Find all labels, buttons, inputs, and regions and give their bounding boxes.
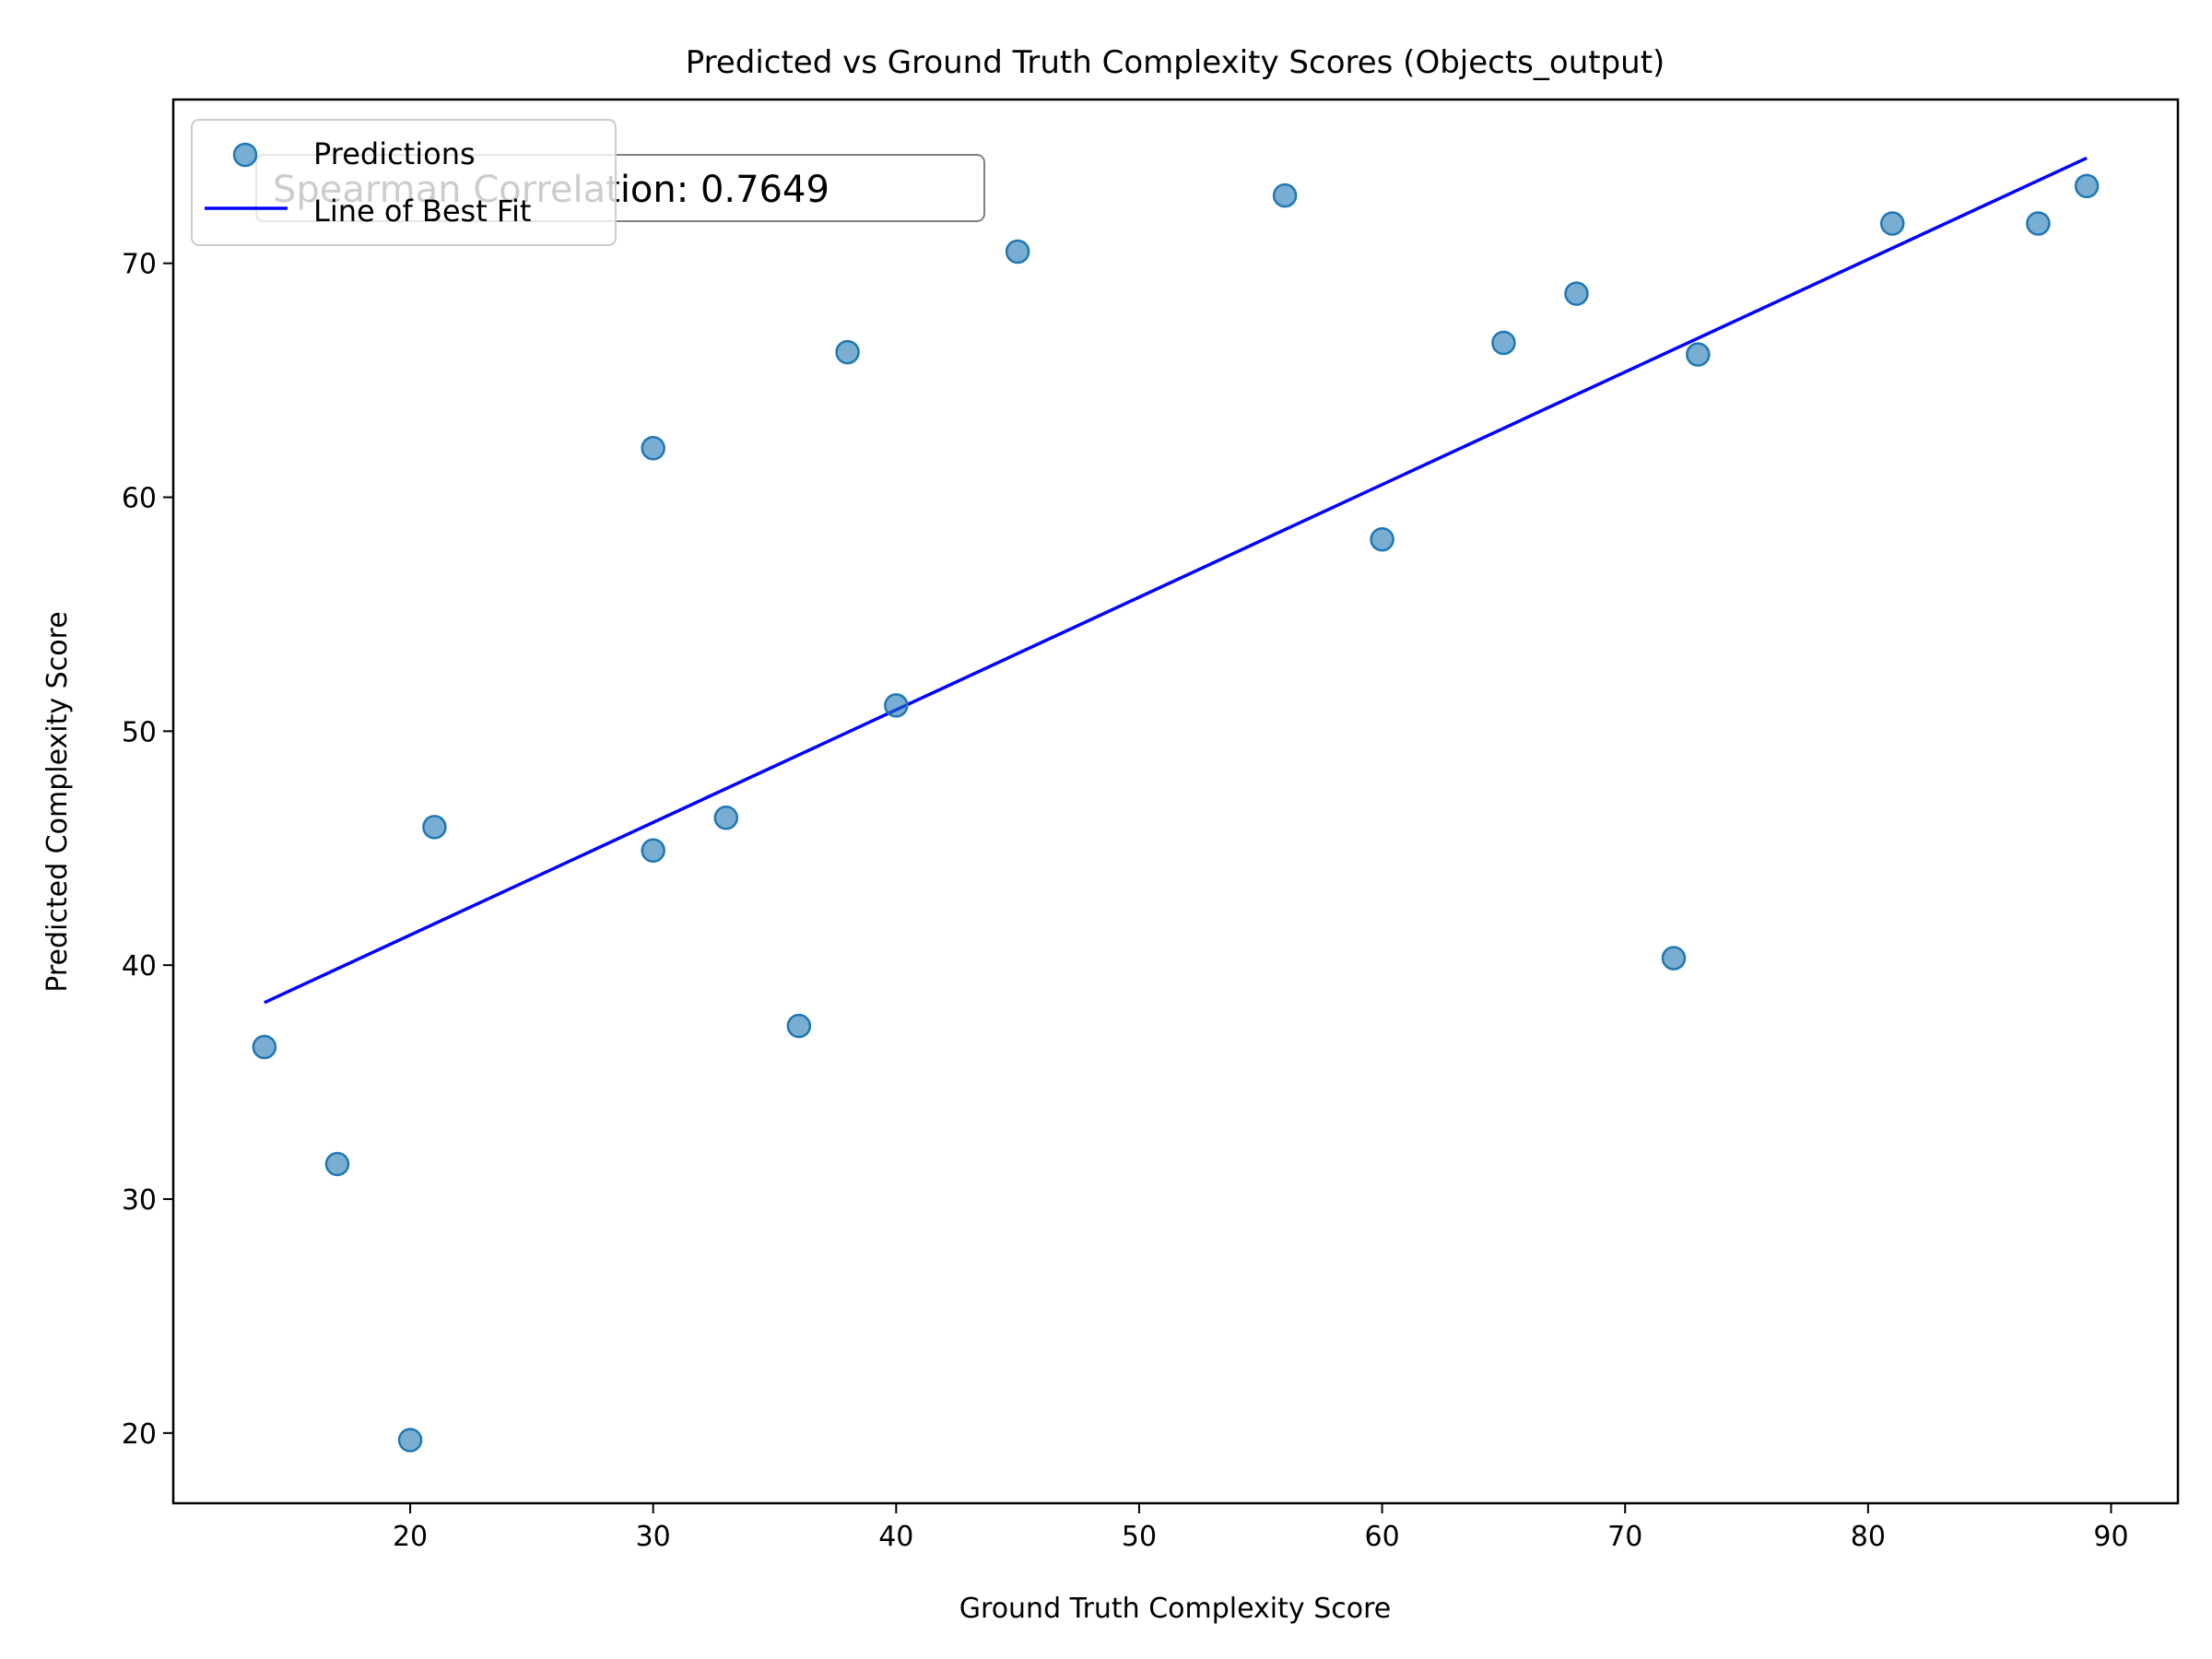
y-tick-label: 50 — [122, 716, 157, 748]
data-point — [835, 339, 860, 365]
data-point — [641, 838, 665, 864]
legend-label-predictions: Predictions — [313, 136, 476, 171]
x-tick-label: 30 — [636, 1521, 671, 1553]
data-point — [2074, 173, 2100, 199]
data-point — [1491, 330, 1516, 356]
x-tick-label: 20 — [393, 1521, 428, 1553]
data-point — [2026, 211, 2051, 236]
x-tick-label: 60 — [1364, 1521, 1399, 1553]
x-tick-label: 80 — [1851, 1521, 1886, 1553]
x-tick-label: 90 — [2093, 1521, 2128, 1553]
data-point — [713, 806, 739, 830]
data-point — [252, 1034, 277, 1060]
data-points-layer — [252, 173, 2100, 1453]
y-axis-label: Predicted Complexity Score — [41, 611, 74, 992]
data-point — [1879, 211, 1905, 236]
x-tick-label: 70 — [1607, 1521, 1642, 1553]
data-point — [422, 815, 447, 840]
plot-frame — [171, 98, 2180, 1505]
y-tick-label: 30 — [122, 1184, 157, 1217]
legend-marker-predictions — [232, 142, 258, 168]
x-axis-label: Ground Truth Complexity Score — [959, 1593, 1391, 1625]
data-point — [884, 693, 909, 718]
data-point — [1564, 281, 1589, 306]
data-point — [1272, 182, 1298, 208]
data-point — [1370, 526, 1394, 552]
data-point — [641, 435, 665, 461]
y-tick-label: 40 — [122, 950, 157, 982]
x-tick-label: 40 — [878, 1521, 913, 1553]
legend: Predictions Line of Best Fit — [191, 119, 617, 246]
best-fit-line — [264, 156, 2088, 1005]
best-fit-line-layer — [264, 156, 2088, 1005]
data-point — [1005, 239, 1030, 265]
data-point — [1686, 342, 1711, 367]
data-point — [786, 1013, 812, 1039]
y-axis-ticks: 20 30 40 50 60 70 — [122, 249, 173, 1451]
y-tick-label: 60 — [122, 483, 157, 515]
x-axis-ticks: 20 30 40 50 60 70 80 90 — [393, 1503, 2129, 1553]
chart-title: Predicted vs Ground Truth Complexity Sco… — [686, 44, 1665, 81]
x-tick-label: 50 — [1122, 1521, 1157, 1553]
data-point — [324, 1151, 350, 1177]
data-point — [1661, 946, 1687, 971]
legend-label-best-fit: Line of Best Fit — [313, 194, 531, 229]
data-point — [397, 1428, 423, 1453]
y-tick-label: 70 — [122, 249, 157, 281]
y-tick-label: 20 — [122, 1418, 157, 1451]
